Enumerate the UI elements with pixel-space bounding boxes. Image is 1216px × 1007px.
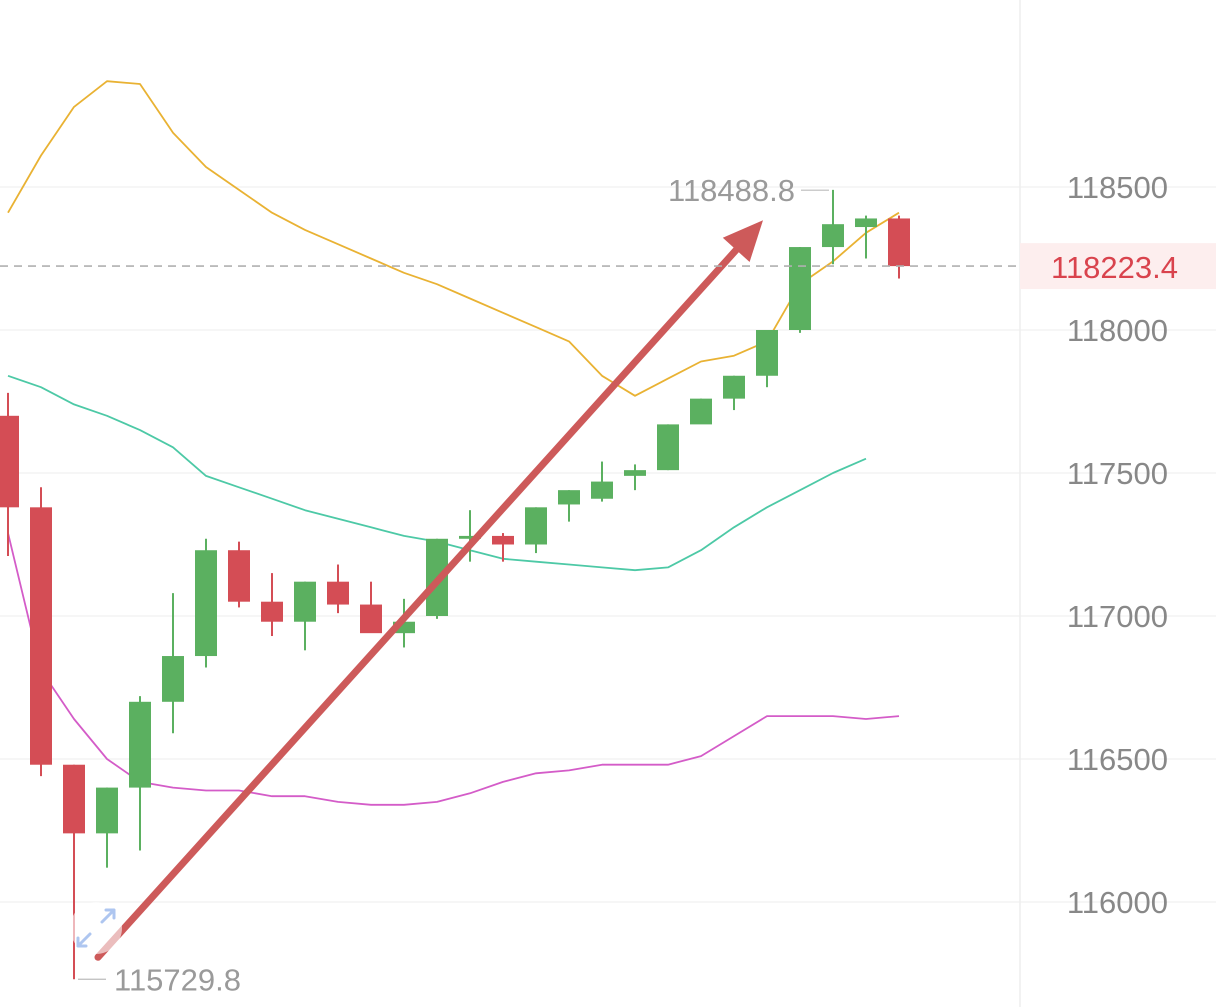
candle [855, 215, 877, 259]
candle [789, 247, 811, 333]
candle-body [162, 656, 184, 702]
candle [360, 581, 382, 634]
current-price-label-bg [1020, 243, 1216, 290]
y-tick-label: 117500 [1067, 456, 1168, 491]
candle-body [30, 507, 52, 765]
high-marker-label: 118488.8 [668, 173, 795, 208]
candle [888, 215, 910, 279]
y-tick-label: 117000 [1067, 599, 1168, 634]
trend-arrow-line [94, 246, 740, 961]
candle-body [690, 398, 712, 425]
candle [558, 490, 580, 522]
candle-body [393, 621, 415, 634]
candle [228, 541, 250, 608]
candle [690, 398, 712, 425]
annotations: 118488.8 115729.8 [78, 173, 829, 997]
candle-body [327, 581, 349, 605]
candle [624, 464, 646, 491]
y-tick-label: 118000 [1067, 313, 1168, 348]
candle [657, 424, 679, 471]
y-tick-label: 118500 [1067, 170, 1168, 205]
candle [756, 330, 778, 388]
candle [591, 461, 613, 502]
candle [294, 581, 316, 651]
candle-body [294, 581, 316, 622]
candle-body [96, 787, 118, 834]
candle-body [360, 604, 382, 634]
candle-body [657, 424, 679, 471]
lower-band-line [7, 532, 900, 806]
candle [129, 696, 151, 851]
candle [162, 593, 184, 734]
candle [525, 507, 547, 554]
candle-body [228, 550, 250, 602]
expand-icon[interactable] [70, 902, 122, 954]
grid-lines [0, 186, 1216, 903]
candle [63, 764, 85, 980]
candle-body [459, 535, 481, 539]
trend-arrow-head [722, 220, 763, 262]
y-axis: 116000 116500 117000 117500 118000 118500 [1067, 170, 1168, 920]
candle-body [624, 470, 646, 476]
candle-body [558, 490, 580, 505]
candle [96, 787, 118, 868]
candle [0, 392, 19, 556]
candle-body [822, 224, 844, 248]
candle [822, 189, 844, 265]
candle-body [789, 247, 811, 330]
candle [723, 375, 745, 411]
current-price: 118223.4 [0, 243, 1216, 290]
candles [0, 189, 910, 980]
candle-body [492, 535, 514, 545]
candle-body [195, 550, 217, 657]
candle [261, 573, 283, 637]
current-price-label: 118223.4 [1051, 250, 1178, 285]
candle-body [525, 507, 547, 545]
upper-band-line [7, 80, 900, 397]
y-tick-label: 116500 [1067, 742, 1168, 777]
candle-body [723, 375, 745, 399]
candle-body [756, 330, 778, 376]
candle [30, 487, 52, 777]
candle [492, 533, 514, 562]
low-marker-label: 115729.8 [114, 962, 241, 997]
candle [195, 538, 217, 668]
candle [459, 510, 481, 562]
candle-body [855, 218, 877, 228]
candle-body [888, 218, 910, 267]
candle-body [0, 415, 19, 508]
candle-body [129, 701, 151, 788]
candle [327, 564, 349, 614]
candle-body [63, 764, 85, 834]
candle-body [261, 601, 283, 622]
y-tick-label: 116000 [1067, 885, 1168, 920]
candle-body [591, 481, 613, 499]
